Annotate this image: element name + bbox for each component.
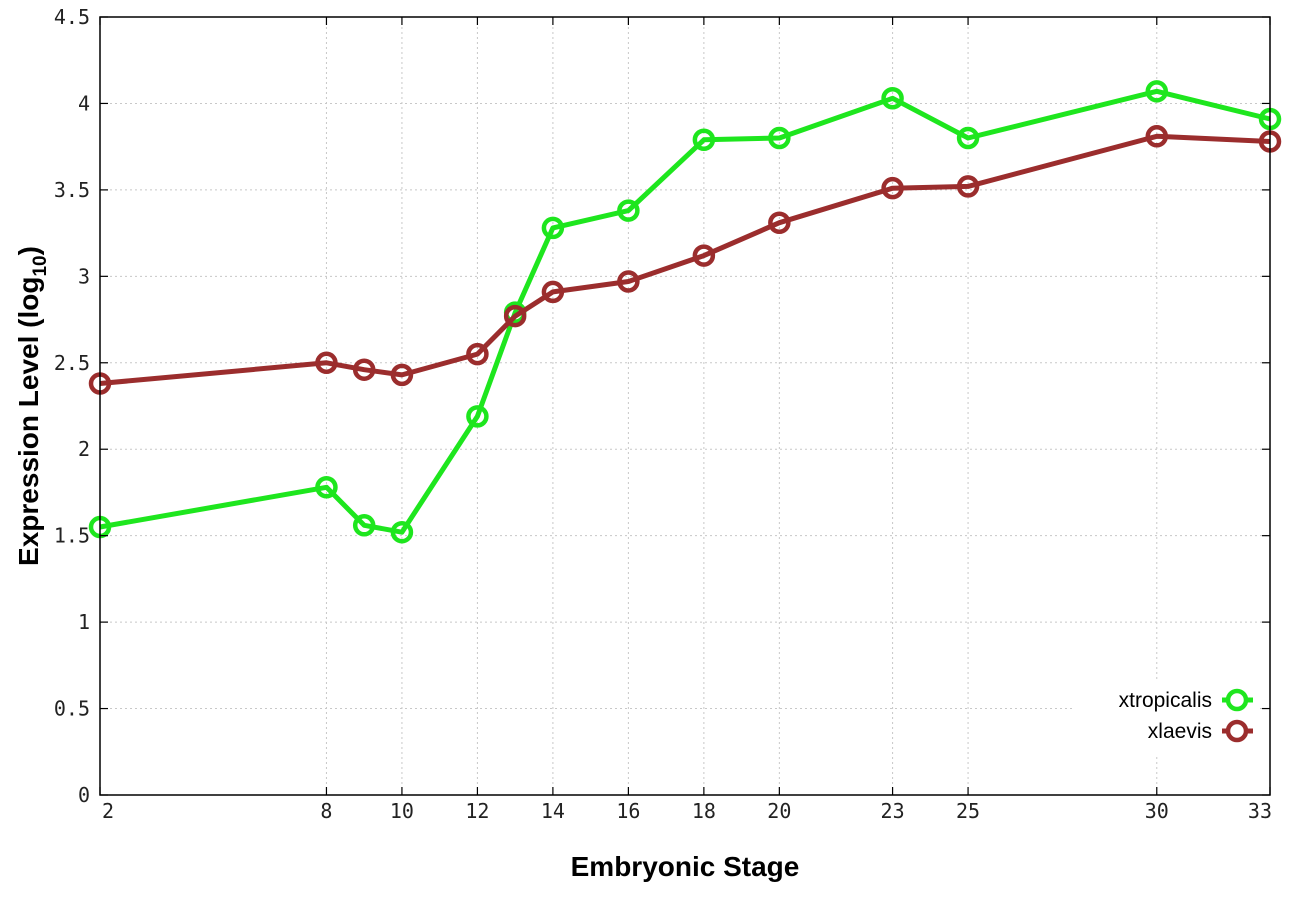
- data-point: [692, 128, 716, 152]
- data-point: [881, 176, 904, 200]
- x-tick-label: 8: [320, 799, 332, 823]
- data-point: [315, 351, 338, 375]
- data-point: [768, 211, 791, 234]
- data-point: [1145, 125, 1169, 148]
- data-point: [692, 244, 716, 267]
- grid: [100, 17, 1270, 795]
- x-axis-title: Embryonic Stage: [571, 851, 800, 882]
- legend-marker: [1225, 688, 1249, 712]
- data-point: [956, 126, 980, 150]
- y-tick-label: 0.5: [54, 697, 90, 721]
- data-point: [390, 363, 414, 387]
- data-point: [352, 358, 376, 381]
- data-point: [956, 175, 980, 198]
- series-layer: [88, 80, 1282, 544]
- y-tick-label: 4.5: [54, 5, 90, 29]
- y-tick-label: 2.5: [54, 351, 90, 375]
- data-point: [617, 199, 640, 222]
- data-point: [617, 270, 640, 293]
- x-tick-label: 10: [390, 799, 414, 823]
- y-tick-label: 1.5: [54, 524, 90, 548]
- series-xlaevis: [88, 125, 1282, 395]
- x-tick-label: 20: [767, 799, 791, 823]
- x-tick-label: 30: [1145, 799, 1169, 823]
- data-point: [390, 520, 414, 544]
- y-tick-label: 0: [78, 783, 90, 807]
- y-tick-label: 4: [78, 91, 90, 115]
- series-xtropicalis: [88, 80, 1282, 544]
- x-tick-label: 2: [102, 799, 114, 823]
- x-tick-label: 18: [692, 799, 716, 823]
- y-tick-label: 3: [78, 264, 90, 288]
- y-axis: 0 0.5 1 1.5 2 2.5 3 3.5 4 4.5: [54, 5, 1270, 807]
- x-tick-label: 14: [541, 799, 565, 823]
- y-tick-label: 1: [78, 610, 90, 634]
- x-tick-label: 16: [616, 799, 640, 823]
- data-point: [881, 87, 904, 110]
- x-tick-label: 25: [956, 799, 980, 823]
- data-point: [315, 476, 338, 499]
- legend-label: xtropicalis: [1119, 689, 1212, 712]
- data-point: [768, 126, 791, 150]
- x-axis: 2 8 10 12 14 16 18 20 23 25 30 33: [99, 17, 1272, 823]
- data-point: [466, 342, 489, 366]
- legend-background: [1072, 680, 1260, 754]
- data-point: [503, 304, 527, 328]
- data-point: [1145, 80, 1169, 103]
- data-point: [352, 514, 376, 537]
- x-tick-label: 33: [1248, 799, 1272, 823]
- legend-item: xlaevis: [1148, 719, 1253, 743]
- x-tick-label: 23: [881, 799, 905, 823]
- y-tick-label: 3.5: [54, 178, 90, 202]
- data-point: [466, 405, 489, 428]
- legend-marker: [1225, 719, 1249, 743]
- data-point: [541, 280, 565, 304]
- y-tick-label: 2: [78, 437, 90, 461]
- series-line: [99, 133, 1271, 386]
- legend-label: xlaevis: [1148, 720, 1212, 743]
- y-axis-title: Expression Level (log10): [13, 246, 51, 566]
- y-axis-title-main: Expression Level (log: [13, 277, 44, 566]
- data-point: [541, 216, 565, 240]
- x-tick-label: 12: [465, 799, 489, 823]
- series-line: [99, 88, 1271, 535]
- legend-item: xtropicalis: [1119, 688, 1253, 712]
- y-axis-title-suffix: ): [13, 246, 44, 255]
- plot-frame: [99, 16, 1271, 796]
- legend: xtropicalis xlaevis: [1072, 680, 1260, 754]
- y-axis-title-subscript: 10: [30, 255, 51, 276]
